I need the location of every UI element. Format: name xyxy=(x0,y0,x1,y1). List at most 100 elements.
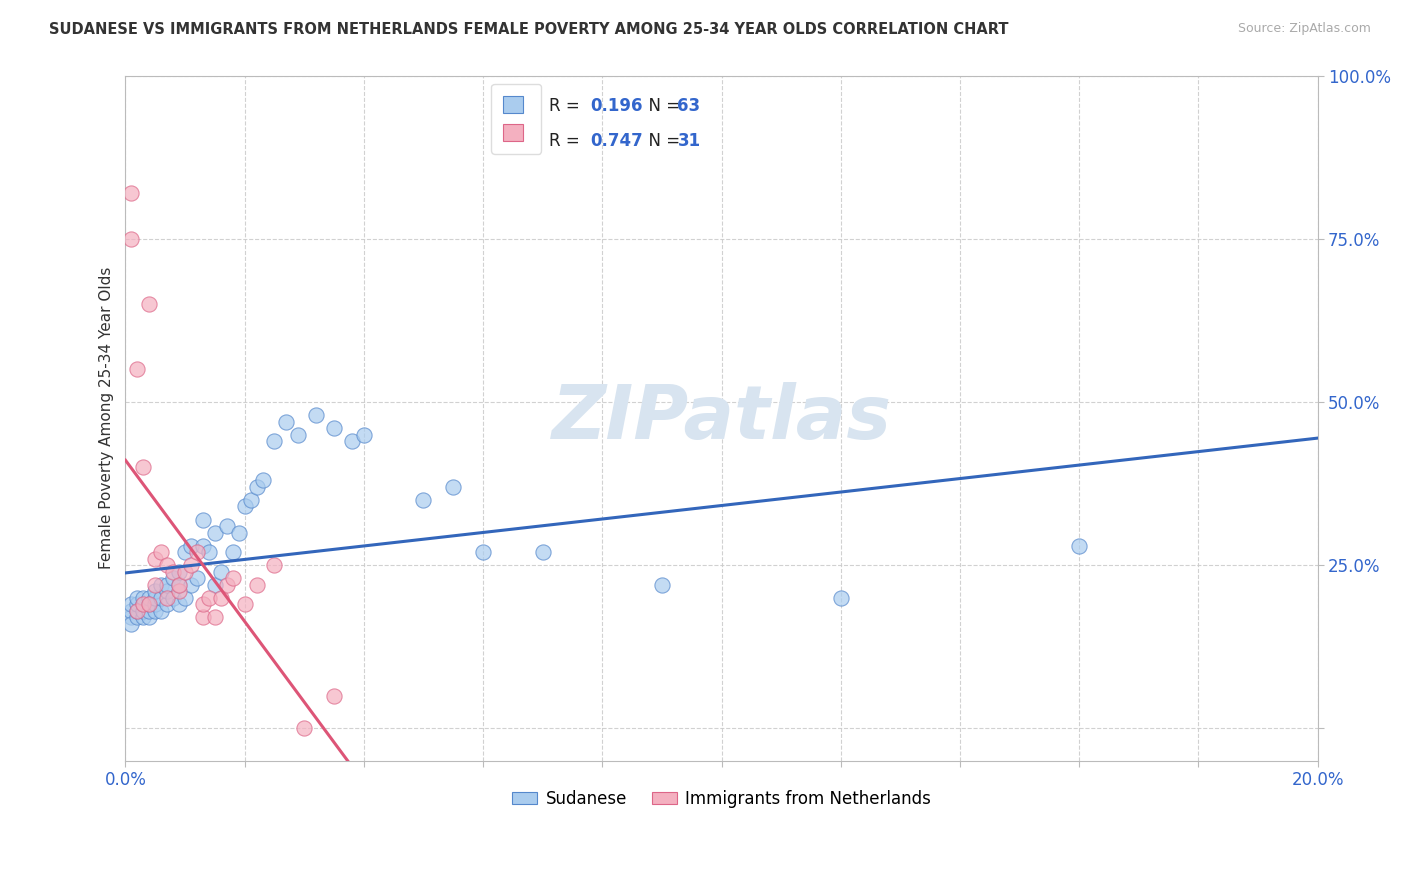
Text: 0.196: 0.196 xyxy=(591,97,643,115)
Text: R =: R = xyxy=(548,97,585,115)
Point xyxy=(120,598,142,612)
Point xyxy=(180,558,202,573)
Point xyxy=(186,571,208,585)
Point xyxy=(191,598,214,612)
Point xyxy=(150,591,173,605)
Point xyxy=(209,565,232,579)
Point xyxy=(127,591,149,605)
Point xyxy=(162,571,184,585)
Point xyxy=(156,591,179,605)
Point xyxy=(204,578,226,592)
Point xyxy=(246,578,269,592)
Point xyxy=(263,558,285,573)
Point xyxy=(174,565,197,579)
Point xyxy=(233,598,256,612)
Point xyxy=(120,186,142,200)
Text: N =: N = xyxy=(638,132,686,150)
Point xyxy=(246,480,269,494)
Point xyxy=(233,500,256,514)
Point xyxy=(167,578,190,592)
Point xyxy=(120,232,142,246)
Point xyxy=(412,492,434,507)
Point xyxy=(156,598,179,612)
Point xyxy=(143,591,166,605)
Point xyxy=(150,604,173,618)
Point xyxy=(441,480,464,494)
Point xyxy=(143,584,166,599)
Point xyxy=(138,598,160,612)
Point xyxy=(276,415,298,429)
Text: SUDANESE VS IMMIGRANTS FROM NETHERLANDS FEMALE POVERTY AMONG 25-34 YEAR OLDS COR: SUDANESE VS IMMIGRANTS FROM NETHERLANDS … xyxy=(49,22,1008,37)
Point xyxy=(222,545,245,559)
Point xyxy=(167,578,190,592)
Point xyxy=(120,610,142,624)
Point xyxy=(323,689,346,703)
Point xyxy=(287,427,309,442)
Point xyxy=(215,519,238,533)
Point xyxy=(204,610,226,624)
Text: ZIPatlas: ZIPatlas xyxy=(551,382,891,455)
Text: 63: 63 xyxy=(678,97,700,115)
Point xyxy=(120,617,142,632)
Point xyxy=(222,571,245,585)
Point xyxy=(143,578,166,592)
Point xyxy=(472,545,495,559)
Point xyxy=(127,610,149,624)
Point xyxy=(204,525,226,540)
Point xyxy=(162,591,184,605)
Point xyxy=(174,591,197,605)
Point xyxy=(323,421,346,435)
Point xyxy=(138,591,160,605)
Point xyxy=(228,525,250,540)
Text: 31: 31 xyxy=(678,132,700,150)
Point xyxy=(167,565,190,579)
Point xyxy=(215,578,238,592)
Point xyxy=(830,591,852,605)
Point xyxy=(191,512,214,526)
Point xyxy=(143,598,166,612)
Point xyxy=(156,584,179,599)
Legend: Sudanese, Immigrants from Netherlands: Sudanese, Immigrants from Netherlands xyxy=(505,783,938,814)
Point xyxy=(531,545,554,559)
Point xyxy=(162,565,184,579)
Point xyxy=(198,591,221,605)
Point xyxy=(143,551,166,566)
Point xyxy=(340,434,363,449)
Point xyxy=(191,610,214,624)
Point xyxy=(191,539,214,553)
Point xyxy=(132,460,155,475)
Point xyxy=(156,558,179,573)
Point xyxy=(305,408,328,422)
Point xyxy=(651,578,673,592)
Point xyxy=(143,604,166,618)
Point xyxy=(127,362,149,376)
Point xyxy=(167,584,190,599)
Point xyxy=(292,722,315,736)
Point xyxy=(239,492,262,507)
Point xyxy=(127,598,149,612)
Point xyxy=(132,604,155,618)
Point xyxy=(138,604,160,618)
Point xyxy=(180,578,202,592)
Point xyxy=(138,610,160,624)
Point xyxy=(252,473,274,487)
Point xyxy=(120,604,142,618)
Point xyxy=(132,598,155,612)
Point xyxy=(186,545,208,559)
Point xyxy=(156,578,179,592)
Text: N =: N = xyxy=(638,97,686,115)
Point xyxy=(138,598,160,612)
Point xyxy=(353,427,375,442)
Text: 0.747: 0.747 xyxy=(591,132,643,150)
Text: Source: ZipAtlas.com: Source: ZipAtlas.com xyxy=(1237,22,1371,36)
Point xyxy=(1069,539,1091,553)
Point xyxy=(132,598,155,612)
Text: R =: R = xyxy=(548,132,585,150)
Point xyxy=(138,297,160,311)
Y-axis label: Female Poverty Among 25-34 Year Olds: Female Poverty Among 25-34 Year Olds xyxy=(100,267,114,569)
Point xyxy=(150,545,173,559)
Point xyxy=(150,578,173,592)
Point xyxy=(167,598,190,612)
Point xyxy=(127,604,149,618)
Point xyxy=(209,591,232,605)
